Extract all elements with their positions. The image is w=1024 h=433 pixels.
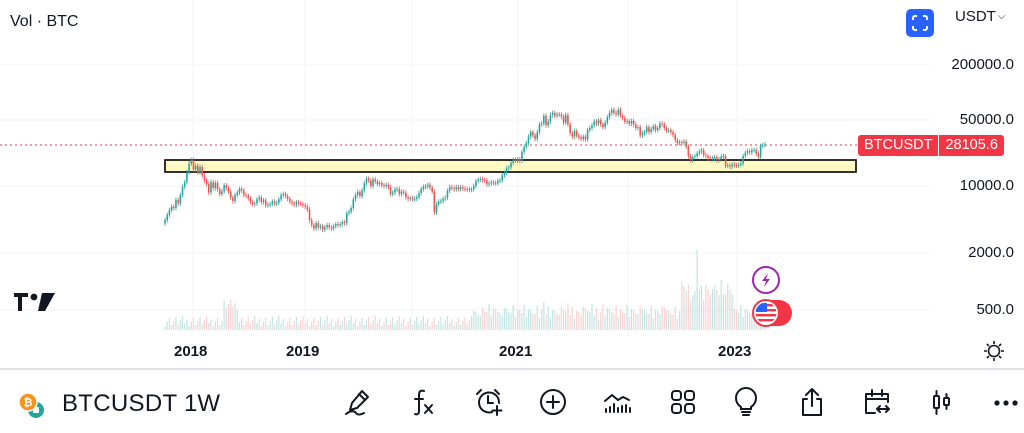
ideas-button[interactable] xyxy=(730,386,762,418)
share-button[interactable] xyxy=(796,386,828,418)
currency-label: USDT xyxy=(955,8,996,25)
time-axis-label: 2019 xyxy=(286,343,320,360)
chart-stats-icon xyxy=(604,393,631,413)
alert-add-icon xyxy=(476,389,503,416)
indicators-fx-icon xyxy=(414,389,433,416)
last-price-tag: BTCUSDT 28105.6 xyxy=(858,135,1004,156)
indicators-button[interactable] xyxy=(408,386,440,418)
drawing-tool-button[interactable] xyxy=(342,386,374,418)
drawing-tool-icon xyxy=(345,390,369,416)
more-icon xyxy=(994,400,1018,406)
chart-type-button[interactable] xyxy=(925,386,957,418)
chart-stats-button[interactable] xyxy=(601,386,633,418)
price-axis-label: 200000.0 xyxy=(951,56,1014,73)
lightning-icon xyxy=(762,273,770,287)
layout-button[interactable] xyxy=(667,386,699,418)
time-axis-label: 2018 xyxy=(174,343,208,360)
add-alert-button[interactable] xyxy=(472,386,504,418)
share-icon xyxy=(802,388,822,416)
time-axis-label: 2021 xyxy=(499,343,533,360)
price-tag-symbol: BTCUSDT xyxy=(858,135,939,156)
lightning-bolt-button[interactable] xyxy=(752,266,780,294)
chevron-down-icon: ⌵ xyxy=(997,11,1006,22)
theme-toggle-sun-icon[interactable] xyxy=(983,340,1005,367)
economic-events-toggle[interactable] xyxy=(750,298,792,328)
btc-usdt-symbol-icon: ₿ xyxy=(18,392,46,420)
currency-selector[interactable]: USDT ⌵ xyxy=(955,8,1005,25)
toolbar-divider xyxy=(0,368,1024,370)
date-range-button[interactable] xyxy=(861,386,893,418)
price-axis-label: 2000.0 xyxy=(968,244,1014,261)
price-axis-label: 10000.0 xyxy=(959,177,1014,194)
time-axis-label: 2023 xyxy=(718,343,752,360)
add-button[interactable] xyxy=(537,386,569,418)
volume-indicator-label[interactable]: Vol · BTC xyxy=(10,13,79,30)
chart-type-candles-icon xyxy=(933,390,950,415)
more-button[interactable] xyxy=(990,386,1022,418)
layout-grid-icon xyxy=(671,390,695,414)
price-axis-label: 500.0 xyxy=(976,301,1014,318)
candlestick-series xyxy=(164,107,766,233)
us-flag-icon xyxy=(755,302,777,324)
svg-text:₿: ₿ xyxy=(24,397,33,409)
symbol-name-button[interactable]: BTCUSDT xyxy=(62,390,178,417)
volume-bars xyxy=(164,250,766,330)
date-range-icon xyxy=(865,389,890,414)
tradingview-logo-icon[interactable] xyxy=(14,292,56,317)
price-axis-label: 50000.0 xyxy=(959,111,1014,128)
fullscreen-button[interactable] xyxy=(906,9,934,37)
price-tag-value: 28105.6 xyxy=(939,135,1004,156)
ideas-bulb-icon xyxy=(734,387,758,416)
interval-button[interactable]: 1W xyxy=(184,390,220,417)
price-chart[interactable] xyxy=(0,0,1024,368)
add-plus-icon xyxy=(540,389,566,415)
